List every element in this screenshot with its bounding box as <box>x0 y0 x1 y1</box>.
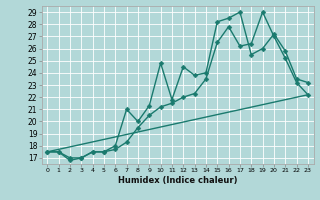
X-axis label: Humidex (Indice chaleur): Humidex (Indice chaleur) <box>118 176 237 185</box>
